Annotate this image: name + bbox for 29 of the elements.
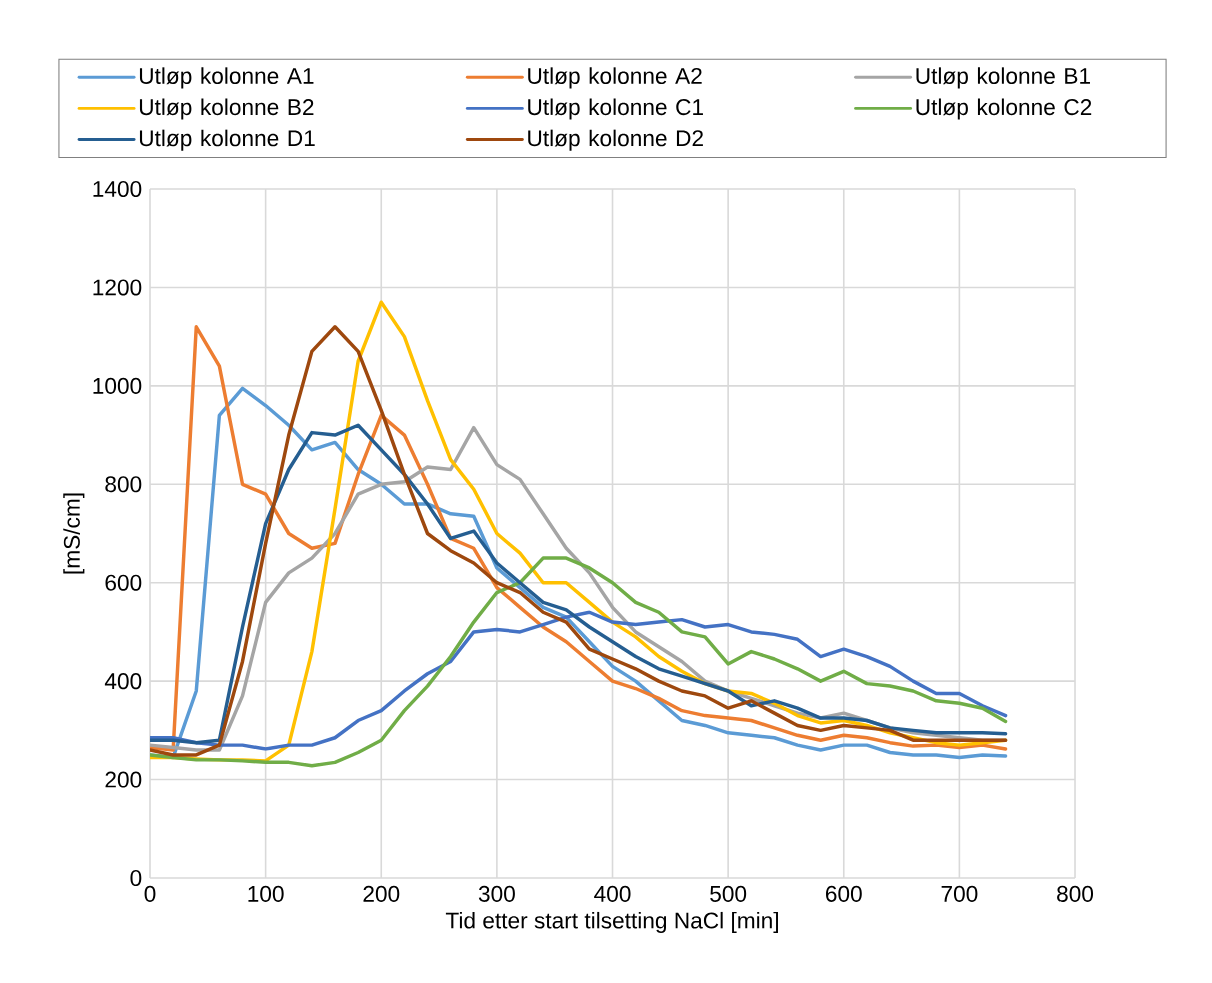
x-tick-label: 300 bbox=[478, 885, 515, 902]
legend-label: Utløp kolonne D2 bbox=[528, 129, 703, 151]
x-tick-label: 400 bbox=[594, 885, 631, 902]
x-tick-label: 100 bbox=[248, 885, 284, 902]
y-tick-label: 0 bbox=[130, 869, 142, 887]
x-axis-title: Tid etter start tilsetting NaCl [min] bbox=[445, 911, 778, 934]
x-tick-label: 500 bbox=[710, 885, 747, 902]
y-axis-title: [mS/cm] bbox=[63, 493, 85, 574]
x-tick-label: 600 bbox=[826, 885, 862, 902]
x-tick-label: 200 bbox=[363, 885, 400, 902]
x-tick-label: 0 bbox=[144, 885, 156, 902]
y-tick-label: 1000 bbox=[93, 377, 142, 394]
y-tick-label: 400 bbox=[104, 673, 142, 690]
line-series bbox=[150, 556, 1008, 768]
y-tick-label: 200 bbox=[105, 771, 142, 788]
legend-label: Utløp kolonne A1 bbox=[139, 67, 314, 89]
legend-label: Utløp kolonne C1 bbox=[528, 98, 703, 120]
y-tick-label: 600 bbox=[105, 574, 142, 591]
legend-label: Utløp kolonne B2 bbox=[139, 98, 314, 120]
y-tick-label: 800 bbox=[105, 476, 142, 493]
legend-label: Utløp kolonne A2 bbox=[528, 67, 702, 89]
x-tick-label: 700 bbox=[941, 885, 978, 902]
x-tick-label: 800 bbox=[1057, 885, 1094, 902]
legend-label: Utløp kolonne D1 bbox=[139, 129, 315, 151]
y-tick-label: 1200 bbox=[93, 279, 142, 296]
line-series bbox=[150, 610, 1008, 751]
legend-label: Utløp kolonne B1 bbox=[916, 67, 1090, 89]
y-tick-label: 1400 bbox=[93, 180, 142, 198]
legend-label: Utløp kolonne C2 bbox=[916, 98, 1092, 120]
